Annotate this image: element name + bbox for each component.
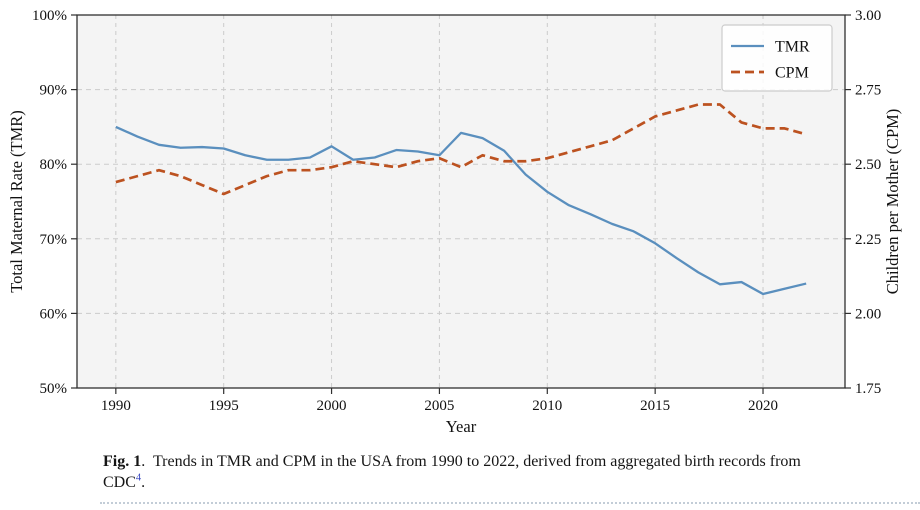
y-axis-left-title: Total Maternal Rate (TMR) [7,110,26,293]
left-tick-label: 70% [40,232,68,248]
x-tick-label: 1990 [101,398,131,414]
right-tick-label: 1.75 [855,381,881,397]
legend [721,24,833,92]
caption-tail: CDC [103,474,136,491]
x-tick-label: 2010 [532,398,562,414]
figure-caption: Fig. 1. Trends in TMR and CPM in the USA… [103,451,897,493]
plot-background [77,15,845,388]
left-tick-label: 80% [40,157,68,173]
right-tick-label: 3.00 [855,8,881,24]
left-tick-label: 50% [40,381,68,397]
tmr-line [115,125,807,296]
dotted-separator [100,502,920,504]
figure-chart: 50% 60% 70% 80% 90% 100% 1.75 2.00 2.25 2.50 2.75 3… [7,8,902,436]
x-axis-title: Year [446,417,477,436]
x-tick-label: 2020 [748,398,778,414]
right-tick-label: 2.50 [855,157,881,173]
right-tick-label: 2.25 [855,232,881,248]
reference-superscript: 4 [136,473,141,484]
legend-label-tmr: TMR [775,39,810,56]
figure-label: Fig. 1 [103,453,142,470]
reference-link[interactable]: 4 [135,472,142,484]
plot-border [76,14,846,389]
left-tick-label: 60% [40,306,68,322]
dual-axis-line-chart: 50% 60% 70% 80% 90% 100% 1.75 2.00 2.25 2.50 2.75 3… [7,8,902,436]
x-tick-label: 2005 [424,398,454,414]
left-tick-label: 90% [40,83,68,99]
figure-label-period: . [141,453,146,470]
x-tick-label: 1995 [209,398,239,414]
caption-body: Trends in TMR and CPM in the USA from 19… [152,453,801,470]
legend-label-cpm: CPM [775,65,809,82]
cpm-line [115,103,807,196]
caption-period: . [141,474,146,491]
right-tick-label: 2.00 [855,306,881,322]
x-tick-label: 2015 [640,398,670,414]
y-axis-right-title: Children per Mother (CPM) [883,109,902,295]
left-tick-label: 100% [32,8,67,24]
right-tick-label: 2.75 [855,83,881,99]
x-tick-label: 2000 [317,398,347,414]
